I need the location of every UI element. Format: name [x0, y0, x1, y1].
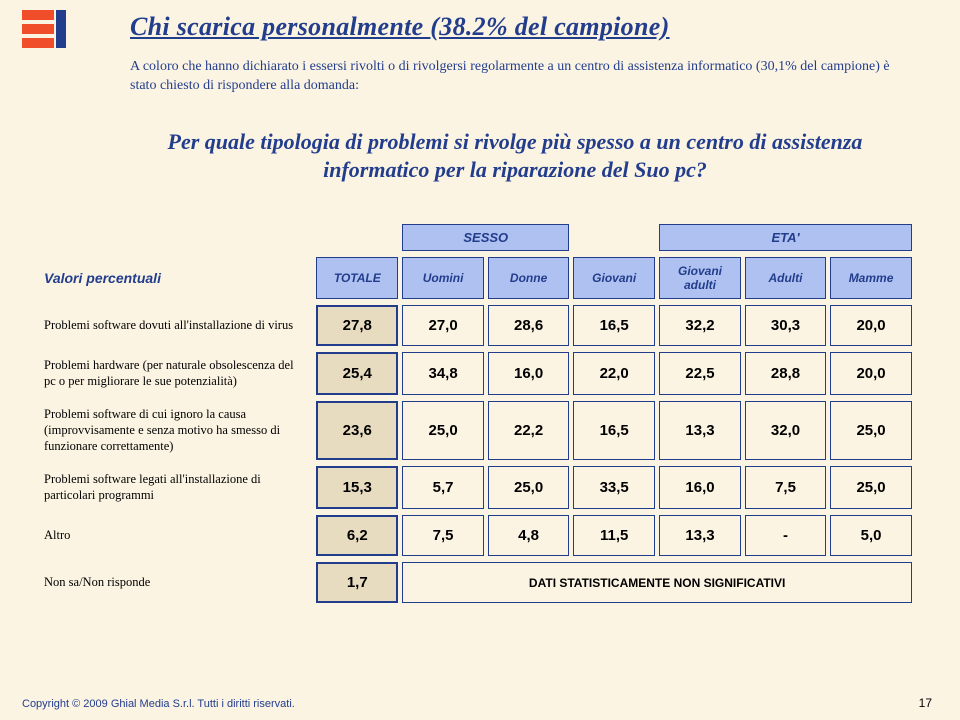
question-text: Per quale tipologia di problemi si rivol…: [130, 128, 900, 183]
percent-label: Valori percentuali: [44, 257, 312, 299]
col-head: Uomini: [402, 257, 484, 299]
col-head: Mamme: [830, 257, 912, 299]
page-title: Chi scarica personalmente (38.2% del cam…: [130, 12, 670, 41]
copyright: Copyright © 2009 Ghial Media S.r.l. Tutt…: [22, 698, 295, 710]
table-row: Problemi software legati all'installazio…: [44, 466, 916, 509]
table-row: Problemi hardware (per naturale obsolesc…: [44, 352, 916, 395]
table-row: Altro 6,2 7,5 4,8 11,5 13,3 - 5,0: [44, 515, 916, 556]
group-head-eta: ETA': [659, 224, 912, 251]
data-table: SESSO ETA' Valori percentuali TOTALE Uom…: [40, 218, 920, 609]
logo: [22, 8, 70, 56]
table-row: Problemi software dovuti all'installazio…: [44, 305, 916, 346]
col-head: Giovani adulti: [659, 257, 741, 299]
intro-text: A coloro che hanno dichiarato i essersi …: [130, 58, 900, 96]
group-head-sesso: SESSO: [402, 224, 569, 251]
col-head: Adulti: [745, 257, 826, 299]
col-head: TOTALE: [316, 257, 398, 299]
col-head: Donne: [488, 257, 569, 299]
col-head: Giovani: [573, 257, 655, 299]
table-row: Problemi software di cui ignoro la causa…: [44, 401, 916, 460]
table-row: Non sa/Non risponde 1,7 DATI STATISTICAM…: [44, 562, 916, 603]
page-number: 17: [919, 696, 932, 710]
note-cell: DATI STATISTICAMENTE NON SIGNIFICATIVI: [402, 562, 912, 603]
